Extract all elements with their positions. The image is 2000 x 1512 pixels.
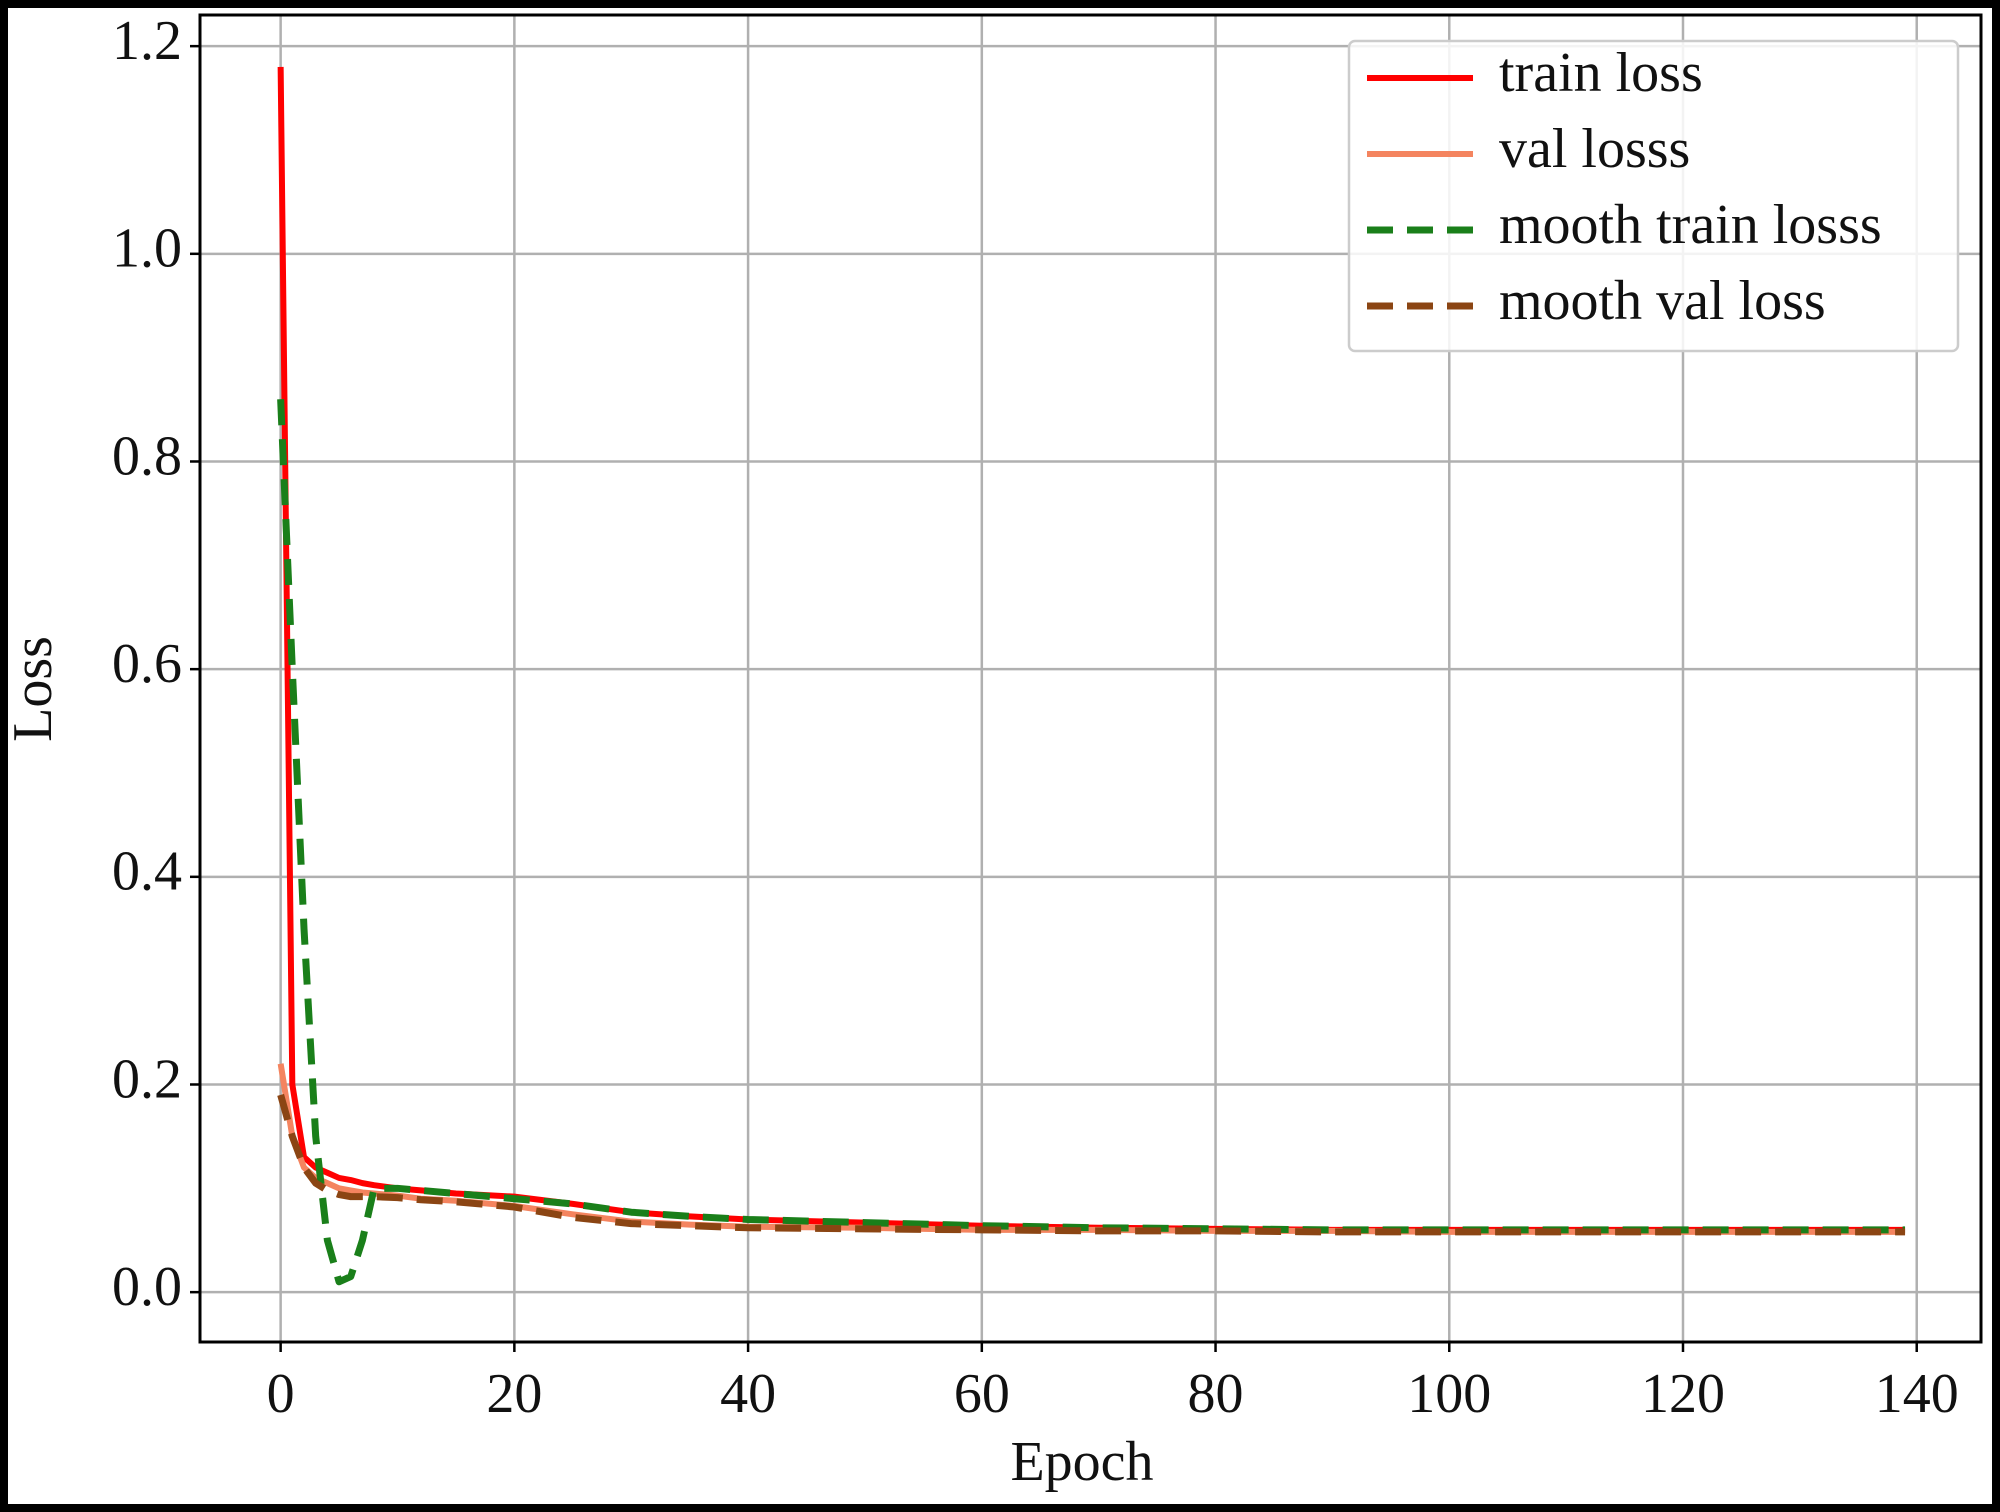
legend-label: mooth val loss bbox=[1499, 270, 1826, 332]
y-tick-label: 1.0 bbox=[112, 218, 182, 280]
legend-label: train loss bbox=[1499, 42, 1703, 104]
y-tick-label: 0.6 bbox=[112, 633, 182, 695]
y-axis-label: Loss bbox=[2, 636, 64, 742]
plot-area bbox=[198, 13, 1983, 1344]
y-tick-label: 0.4 bbox=[112, 841, 182, 903]
legend-box bbox=[1347, 39, 1960, 353]
x-tick-label: 40 bbox=[720, 1363, 776, 1425]
x-tick-label: 120 bbox=[1641, 1363, 1725, 1425]
y-tick-label: 0.0 bbox=[112, 1256, 182, 1318]
x-tick-label: 0 bbox=[267, 1363, 295, 1425]
x-tick-label: 20 bbox=[486, 1363, 542, 1425]
line-series bbox=[277, 1063, 1906, 1235]
y-tick-label: 0.2 bbox=[112, 1048, 182, 1110]
line-series bbox=[277, 399, 1906, 1286]
y-tick-label: 1.2 bbox=[112, 10, 182, 72]
x-tick-label: 100 bbox=[1407, 1363, 1491, 1425]
x-tick-label: 60 bbox=[954, 1363, 1010, 1425]
legend-label: val losss bbox=[1499, 118, 1690, 180]
x-tick-label: 140 bbox=[1875, 1363, 1959, 1425]
y-tick-label: 0.8 bbox=[112, 425, 182, 487]
x-axis-label: Epoch bbox=[1010, 1431, 1153, 1493]
legend-label: mooth train losss bbox=[1499, 194, 1882, 256]
x-tick-label: 80 bbox=[1188, 1363, 1244, 1425]
